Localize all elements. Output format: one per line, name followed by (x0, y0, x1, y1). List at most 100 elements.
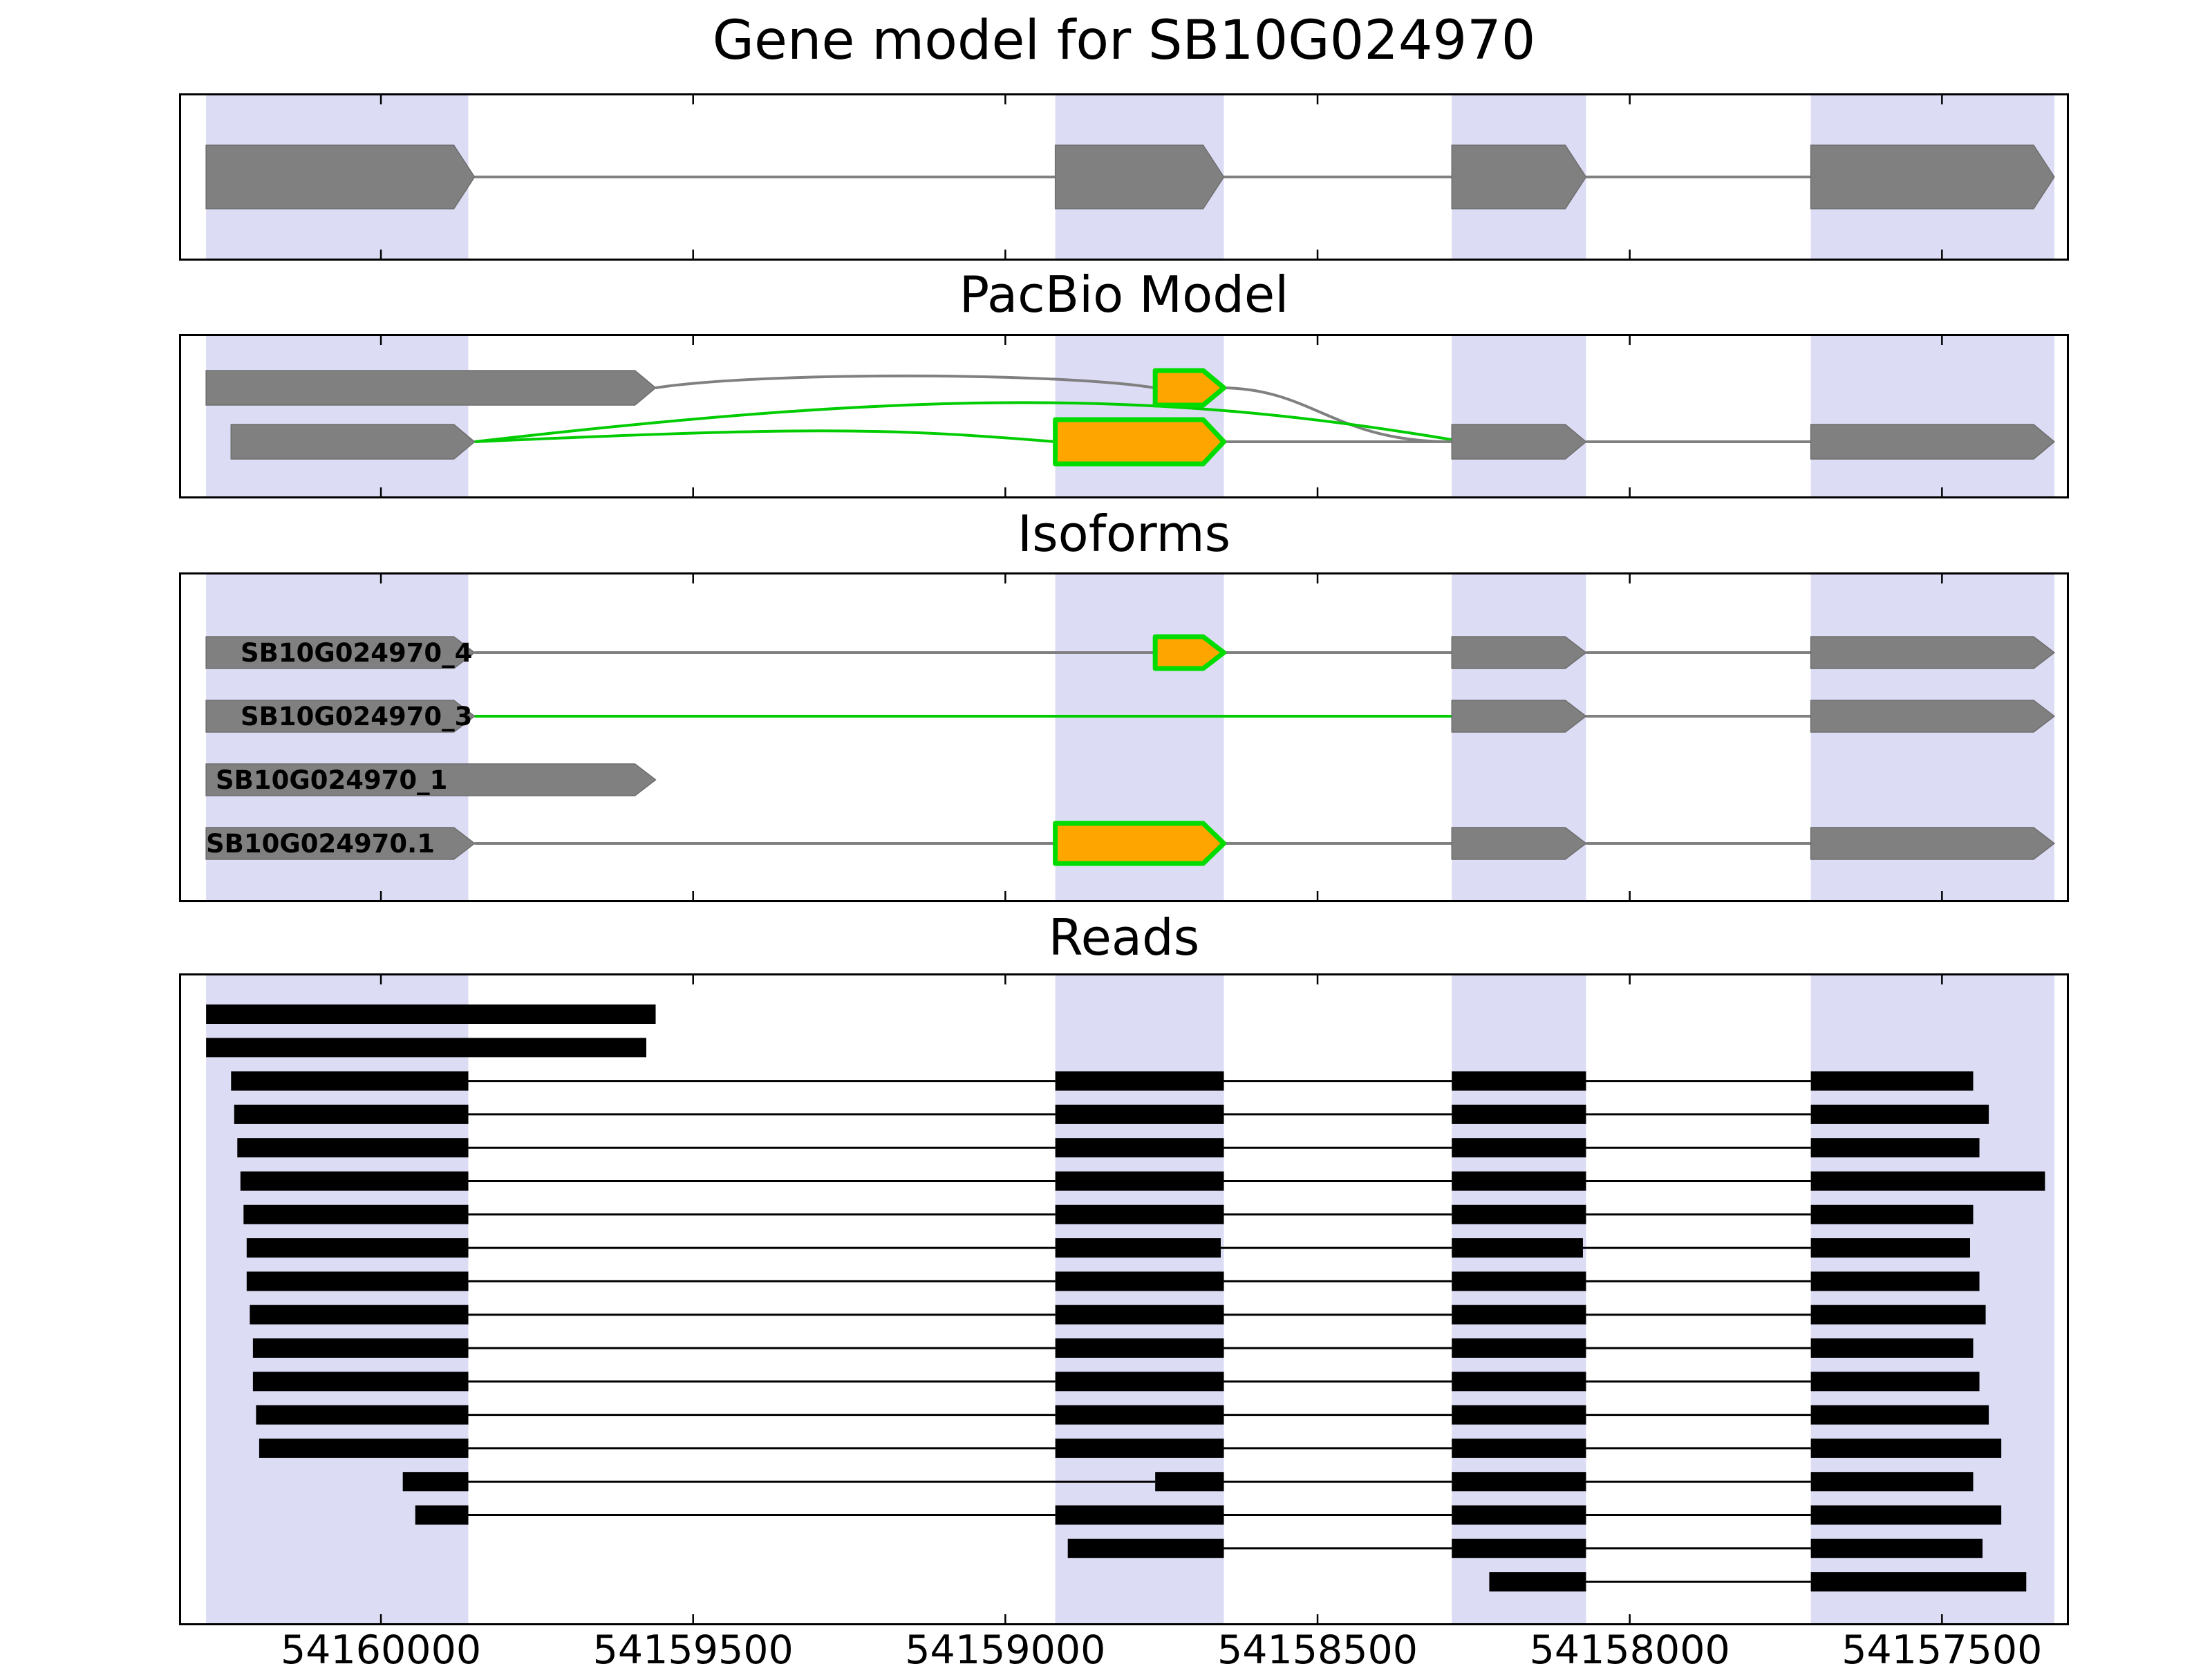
read-bar (1452, 1204, 1586, 1224)
x-axis-tick-label: 54160000 (280, 1627, 482, 1673)
exon (205, 827, 476, 860)
exon (205, 144, 476, 209)
read-bar (237, 1138, 469, 1158)
read-bar (1055, 1238, 1221, 1258)
read-bar (1810, 1505, 2002, 1525)
x-axis-tick-label: 54157500 (1841, 1627, 2043, 1673)
exon (1054, 144, 1225, 209)
read-bar (1810, 1204, 1974, 1224)
read-bar (1810, 1438, 2002, 1458)
read-bar (1452, 1238, 1583, 1258)
novel-exon (1053, 417, 1227, 467)
read-bar (1452, 1305, 1586, 1325)
isoforms-track: SB10G024970_4 SB10G024970_3 SB10G024970_1 S… (205, 574, 2055, 900)
novel-exon (1053, 821, 1227, 866)
read-bar (1452, 1138, 1586, 1158)
splice-arc (655, 374, 1156, 389)
read-bar (1810, 1405, 1989, 1425)
x-axis: 54160000 54159500 54159000 54158500 54158000… (0, 1627, 2212, 1673)
read-bar (1055, 1071, 1224, 1091)
panel-pacbio (179, 334, 2069, 498)
reads-track (206, 975, 2054, 1623)
read-bar (1067, 1538, 1224, 1558)
read-bar (240, 1171, 469, 1191)
read-bar (243, 1204, 469, 1224)
read-bar (1810, 1071, 1974, 1091)
read-bar (1810, 1338, 1974, 1358)
gene-model-track (205, 95, 2055, 259)
panel-isoforms: SB10G024970_4 SB10G024970_3 SB10G024970_1 S… (179, 572, 2069, 902)
x-axis-tick-label: 54159000 (905, 1627, 1106, 1673)
read-bar (246, 1271, 469, 1291)
read-bar (1810, 1138, 1980, 1158)
highlight-band (206, 336, 469, 496)
read-bar (1055, 1104, 1224, 1124)
splice-arc (474, 429, 1056, 443)
read-bar (1055, 1204, 1224, 1224)
read-bar (252, 1372, 469, 1392)
x-axis-tick-label: 54159500 (592, 1627, 794, 1673)
read-bar (259, 1438, 469, 1458)
read-bar (1055, 1138, 1224, 1158)
read-bar (1452, 1271, 1586, 1291)
read-bar (1810, 1472, 1974, 1492)
exon (1451, 700, 1587, 733)
x-axis-tick-label: 54158000 (1529, 1627, 1730, 1673)
read-bar (206, 1004, 656, 1024)
exon (205, 636, 476, 669)
exon (205, 763, 657, 796)
exon (230, 424, 476, 460)
exon (1451, 827, 1587, 860)
read-bar (206, 1038, 646, 1058)
exon (1810, 636, 2055, 669)
read-bar (1055, 1305, 1224, 1325)
panel-reads (179, 973, 2069, 1625)
read-bar (252, 1338, 469, 1358)
isoform-label: SB10G024970_1 (216, 765, 447, 795)
highlight-band (1810, 336, 2054, 496)
read-bar (1055, 1271, 1224, 1291)
read-bar (1452, 1538, 1586, 1558)
read-bar (1452, 1438, 1586, 1458)
highlight-band (1055, 336, 1224, 496)
read-bar (1810, 1538, 1983, 1558)
exon (1810, 827, 2055, 860)
isoform-label: SB10G024970.1 (206, 829, 435, 859)
isoform-label: SB10G024970_3 (241, 702, 472, 731)
read-bar (231, 1071, 469, 1091)
main-title: Gene model for SB10G024970 (712, 10, 1536, 72)
x-axis-tick-label: 54158500 (1217, 1627, 1418, 1673)
isoforms-panel-title: Isoforms (1017, 505, 1231, 563)
read-bar (415, 1505, 469, 1525)
exon (1810, 424, 2055, 460)
read-bar (402, 1472, 469, 1492)
read-bar (246, 1238, 469, 1258)
read-bar (1055, 1372, 1224, 1392)
splice-arc (1224, 386, 1452, 443)
pacbio-panel-title: PacBio Model (959, 265, 1289, 324)
read-bar (1489, 1572, 1586, 1592)
read-bar (1055, 1171, 1224, 1191)
read-bar (1055, 1338, 1224, 1358)
exon (1451, 144, 1587, 209)
exon (205, 370, 657, 406)
panel-gene-model (179, 93, 2069, 261)
read-bar (250, 1305, 469, 1325)
exon (1451, 424, 1587, 460)
read-bar (1452, 1338, 1586, 1358)
read-bar (1810, 1171, 2045, 1191)
read-bar (1452, 1372, 1586, 1392)
isoform-label: SB10G024970_4 (241, 638, 472, 668)
read-bar (1452, 1171, 1586, 1191)
novel-exon (1152, 634, 1227, 671)
read-bar (1452, 1472, 1586, 1492)
exon (1451, 636, 1587, 669)
highlight-band (1452, 336, 1586, 496)
read-bar (1055, 1505, 1224, 1525)
read-bar (1810, 1572, 2027, 1592)
exon (1810, 700, 2055, 733)
exon (1810, 144, 2055, 209)
read-bar (1810, 1238, 1970, 1258)
splice-arc (474, 401, 1452, 443)
read-bar (1055, 1438, 1224, 1458)
